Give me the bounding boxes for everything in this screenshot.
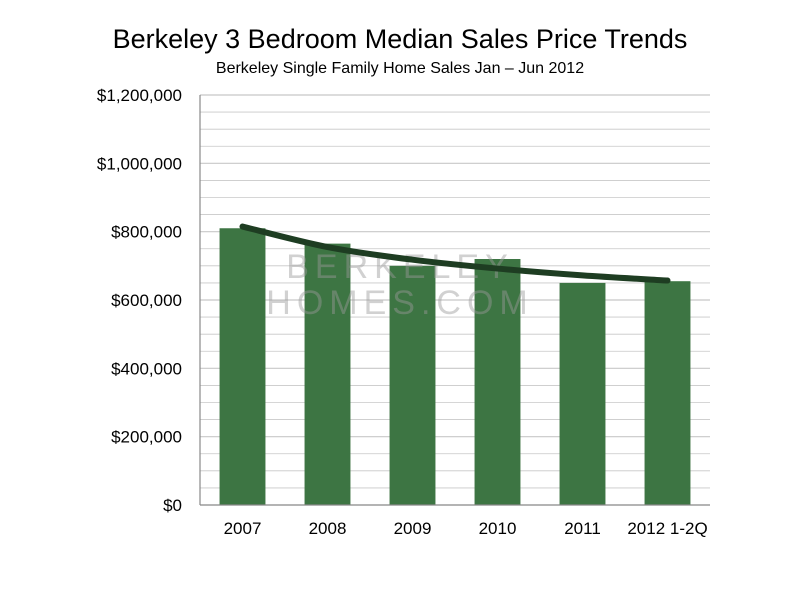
x-tick-label: 2008 [309, 519, 347, 538]
y-tick-label: $1,000,000 [97, 154, 182, 173]
trendline-group [239, 223, 671, 284]
x-tick-labels: 2007 2008 2009 2010 2011 2012 1-2Q [224, 519, 708, 538]
y-tick-label: $800,000 [111, 223, 182, 242]
y-tick-label: $200,000 [111, 428, 182, 447]
y-tick-labels: $0 $200,000 $400,000 $600,000 $800,000 $1,000… [97, 86, 182, 515]
bars [219, 228, 691, 505]
x-tick-label: 2011 [564, 519, 601, 538]
x-tick-label: 2007 [224, 519, 262, 538]
x-tick-label: 2009 [394, 519, 432, 538]
bar-2008 [304, 243, 351, 505]
watermark-line-2: HOMES.COM [266, 284, 533, 322]
grid-lines [200, 94, 710, 489]
bar-2009 [389, 265, 436, 505]
y-tick-label: $0 [163, 496, 182, 515]
y-tick-label: $600,000 [111, 291, 182, 310]
bar-2011 [559, 282, 606, 505]
bar-2012-1-2q [644, 281, 691, 505]
chart-title: Berkeley 3 Bedroom Median Sales Price Tr… [112, 24, 688, 54]
bar-2010 [474, 259, 521, 505]
y-tick-label: $400,000 [111, 359, 182, 378]
chart-subtitle: Berkeley Single Family Home Sales Jan – … [215, 60, 585, 77]
y-tick-label: $1,200,000 [97, 86, 182, 105]
bar-2007 [219, 228, 266, 505]
x-tick-label: 2010 [479, 519, 517, 538]
axes [199, 95, 710, 506]
x-tick-label: 2012 1-2Q [627, 519, 707, 538]
trendline [239, 223, 671, 284]
